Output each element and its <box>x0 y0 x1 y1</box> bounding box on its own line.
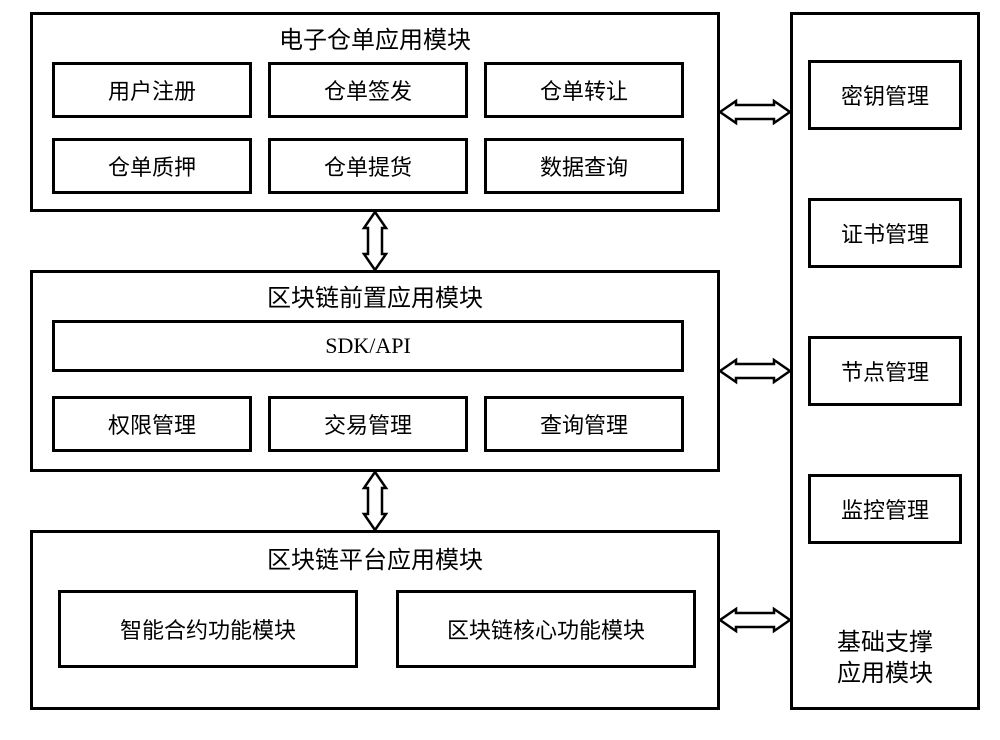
diagram-canvas: 电子仓单应用模块 区块链前置应用模块 区块链平台应用模块 基础支撑应用模块 用户… <box>0 0 1000 740</box>
arrows-layer <box>0 0 1000 740</box>
